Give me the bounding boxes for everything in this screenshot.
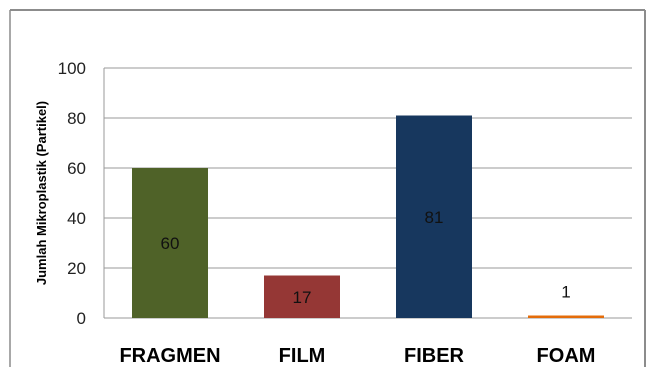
y-tick-label: 20 [67, 259, 86, 278]
data-label: 60 [161, 234, 180, 253]
y-tick-label: 100 [58, 59, 86, 78]
category-label: FIBER [404, 345, 465, 367]
category-label: FRAGMEN [119, 345, 220, 367]
bar-fragmen [132, 168, 208, 318]
data-label: 1 [561, 283, 570, 302]
bar-fiber [396, 115, 472, 318]
bar-film [264, 275, 340, 318]
y-tick-label: 0 [77, 309, 86, 328]
y-tick-label: 80 [67, 109, 86, 128]
bar-foam [528, 315, 604, 318]
y-axis-label: Jumlah Mikroplastik (Partikel) [34, 101, 49, 285]
data-label: 81 [425, 208, 444, 227]
y-tick-label: 60 [67, 159, 86, 178]
data-label: 17 [293, 288, 312, 307]
category-label: FOAM [537, 345, 596, 367]
bars-group [132, 115, 604, 318]
y-tick-label: 40 [67, 209, 86, 228]
data-labels: 60 17 81 1 [161, 208, 571, 307]
category-labels: FRAGMEN FILM FIBER FOAM [119, 345, 595, 367]
category-label: FILM [279, 345, 326, 367]
y-tick-labels: 0 20 40 60 80 100 [58, 59, 86, 328]
